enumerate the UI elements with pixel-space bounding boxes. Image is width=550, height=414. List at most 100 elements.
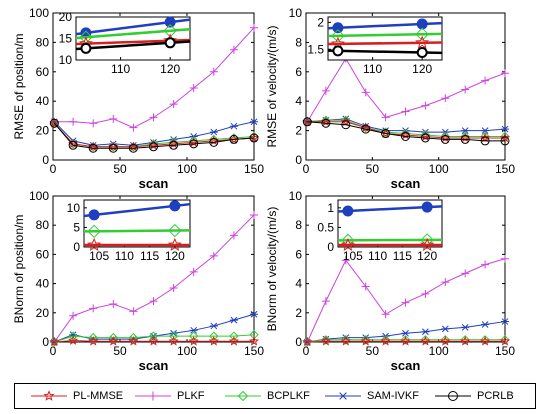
data-point-plkf — [321, 86, 330, 95]
inset-data-point-sam-ivkf — [169, 200, 181, 212]
data-point-bcplkf — [148, 139, 159, 149]
data-point-plkf — [209, 67, 218, 76]
inset-y-tick-label: 2 — [317, 15, 324, 29]
series-pcrlb — [302, 117, 510, 146]
data-point-plkf — [229, 231, 238, 240]
data-point-plkf — [149, 113, 158, 122]
data-point-plkf — [381, 113, 390, 122]
y-tick-label: 20 — [36, 124, 50, 138]
data-point-pcrlb — [381, 129, 391, 139]
series-bcplkf — [302, 335, 510, 347]
y-axis-label: BNorm of velocity/(m/s) — [265, 207, 279, 332]
data-point-sam-ivkf — [209, 128, 218, 136]
x-tick-label: 150 — [244, 344, 264, 358]
data-point-bcplkf — [229, 331, 239, 341]
y-tick-label: 6 — [295, 247, 302, 261]
inset-x-tick-label: 105 — [89, 249, 109, 263]
data-point-pcrlb — [480, 136, 490, 146]
y-tick-label: 60 — [36, 65, 50, 79]
y-tick-label: 60 — [36, 247, 50, 261]
y-tick-label: 80 — [36, 218, 50, 232]
data-point-pcrlb — [361, 124, 371, 134]
inset-data-point-pl-mmse — [420, 237, 435, 251]
data-point-sam-ivkf — [229, 316, 238, 324]
x-axis-label: scan — [139, 176, 169, 191]
legend-marker-pcrlb — [435, 391, 471, 401]
data-point-pl-mmse — [188, 335, 199, 346]
data-point-pl-mmse — [128, 335, 139, 346]
data-point-plkf — [149, 297, 158, 306]
data-point-pl-mmse — [49, 117, 60, 128]
data-point-pcrlb — [341, 120, 351, 130]
data-point-pl-mmse — [380, 128, 391, 138]
legend-item-pl-mmse: PL-MMSE — [29, 384, 123, 408]
data-point-sam-ivkf — [481, 127, 490, 134]
data-point-bcplkf — [360, 335, 371, 345]
data-point-plkf — [321, 297, 330, 306]
legend-label-pl-mmse: PL-MMSE — [73, 390, 124, 402]
data-point-plkf — [209, 251, 218, 260]
y-tick-label: 80 — [36, 35, 50, 49]
legend-symbol-pl-mmse — [43, 390, 55, 401]
data-point-pcrlb — [68, 140, 78, 150]
data-point-bcplkf — [420, 130, 431, 140]
series-pl-mmse — [49, 335, 260, 347]
inset-data-point-pcrlb — [164, 37, 176, 49]
inset-data-point-bcplkf — [331, 29, 345, 43]
data-point-pl-mmse — [248, 335, 260, 346]
inset-data-point-pcrlb — [332, 45, 344, 57]
series-line-pl-mmse — [307, 121, 505, 139]
y-axis-label: RMSE of position/m — [12, 33, 26, 139]
data-point-bcplkf — [460, 131, 470, 142]
data-point-pl-mmse — [228, 134, 239, 144]
inset-x-tick-label: 115 — [140, 249, 159, 263]
series-line-pl-mmse — [307, 340, 505, 343]
data-point-sam-ivkf — [441, 325, 450, 333]
inset-series-line-pl-mmse — [327, 41, 443, 46]
data-point-bcplkf — [168, 137, 179, 148]
series-pl-mmse — [302, 335, 511, 347]
inset-series-line-bcplkf — [337, 238, 443, 242]
data-point-pl-mmse — [320, 335, 331, 346]
data-point-pl-mmse — [168, 335, 179, 346]
data-point-sam-ivkf — [250, 118, 258, 126]
inset-data-point-pcrlb — [80, 42, 92, 54]
inset-data-point-bcplkf — [168, 223, 182, 238]
data-point-bcplkf — [249, 329, 259, 340]
x-tick-label: 100 — [429, 162, 449, 176]
data-point-pcrlb — [128, 143, 138, 153]
inset-data-point-sam-ivkf — [164, 16, 176, 28]
data-point-sam-ivkf — [461, 324, 470, 331]
data-point-bcplkf — [188, 136, 199, 146]
y-tick-label: 4 — [295, 277, 302, 291]
y-tick-label: 100 — [29, 6, 49, 20]
data-point-sam-ivkf — [421, 328, 430, 336]
data-point-bcplkf — [460, 335, 470, 345]
legend-marker-plkf — [135, 391, 171, 401]
inset-data-point-pl-mmse — [167, 237, 182, 251]
x-tick-label: 150 — [495, 344, 515, 358]
data-point-plkf — [421, 289, 430, 298]
data-point-pl-mmse — [49, 336, 60, 347]
chart-panel-1: 0 50 100 150 0 20 40 60 80 100 scan RMSE of positio… — [12, 6, 264, 191]
data-point-bcplkf — [148, 331, 159, 341]
legend-item-bcplkf: BCPLKF — [223, 384, 310, 408]
inset-plot: 105 110 115 120 0 5 10 — [67, 199, 191, 263]
inset-y-tick-label: 1.5 — [307, 42, 324, 56]
data-point-bcplkf — [188, 331, 199, 341]
data-point-bcplkf — [480, 335, 490, 345]
data-point-sam-ivkf — [250, 310, 258, 318]
data-point-pl-mmse — [440, 335, 451, 346]
y-tick-label: 2 — [295, 306, 302, 320]
data-point-pcrlb — [420, 133, 430, 143]
data-point-pl-mmse — [302, 116, 313, 127]
data-point-sam-ivkf — [229, 122, 238, 130]
data-point-bcplkf — [500, 335, 510, 345]
inset-y-tick-label: 0 — [73, 240, 80, 254]
data-point-plkf — [401, 107, 410, 116]
x-tick-label: 100 — [177, 344, 197, 358]
data-point-bcplkf — [321, 335, 331, 345]
legend-symbol-plkf — [148, 391, 158, 401]
inset-y-tick-label: 0.5 — [317, 220, 334, 234]
